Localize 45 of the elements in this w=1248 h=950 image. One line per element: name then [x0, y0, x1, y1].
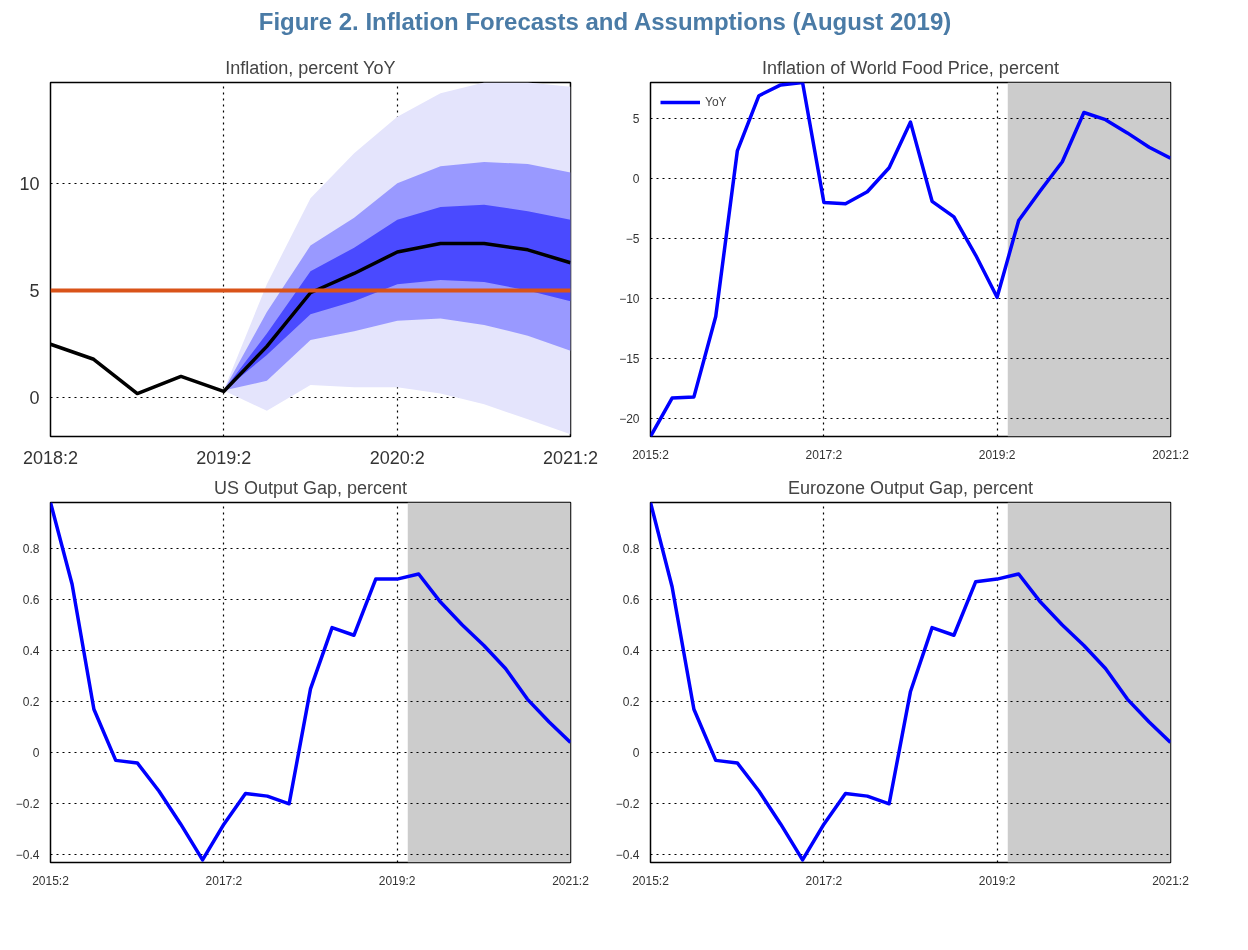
chart-title: Inflation, percent YoY [225, 57, 396, 78]
x-tick-label: 2021:2 [1152, 873, 1190, 888]
x-tick-label: 2021:2 [552, 873, 590, 888]
y-tick-label: −0.4 [15, 848, 40, 863]
y-tick-label: 5 [29, 281, 40, 302]
x-tick-label: 2021:2 [1152, 447, 1190, 462]
y-tick-label: 0 [29, 388, 40, 409]
y-tick-label: 0.4 [22, 644, 40, 659]
y-tick-label: −0.2 [15, 797, 40, 812]
x-tick-label: 2019:2 [196, 447, 252, 468]
x-tick-label: 2017:2 [805, 447, 843, 462]
y-tick-label: −10 [619, 292, 640, 306]
x-tick-label: 2017:2 [805, 873, 843, 888]
y-tick-label: 0.6 [622, 593, 640, 608]
y-tick-label: 0.4 [622, 644, 640, 659]
y-tick-label: 5 [632, 112, 640, 126]
y-tick-label: 0 [632, 746, 640, 761]
chart-title: Eurozone Output Gap, percent [787, 477, 1034, 498]
y-tick-label: 10 [19, 173, 40, 194]
y-tick-label: 0 [632, 172, 640, 186]
y-tick-label: 0.8 [622, 541, 640, 556]
x-tick-label: 2018:2 [22, 447, 79, 468]
legend-label: YoY [705, 95, 727, 109]
y-tick-label: 0.2 [622, 695, 640, 710]
x-tick-label: 2015:2 [32, 873, 70, 888]
y-tick-label: 0.2 [22, 695, 40, 710]
y-tick-label: 0.8 [22, 541, 40, 556]
y-tick-label: 0 [32, 746, 40, 761]
x-tick-label: 2015:2 [632, 447, 670, 462]
x-tick-label: 2019:2 [378, 873, 416, 888]
x-tick-label: 2020:2 [369, 447, 425, 468]
y-tick-label: −20 [619, 412, 640, 426]
x-tick-label: 2017:2 [205, 873, 243, 888]
x-tick-label: 2019:2 [978, 873, 1016, 888]
x-tick-label: 2021:2 [542, 447, 599, 468]
x-tick-label: 2015:2 [632, 873, 670, 888]
caption: Figure 2. Inflation Forecasts and Assumptions (August 2019) [258, 7, 952, 37]
y-tick-label: −15 [619, 352, 640, 366]
chart-title: US Output Gap, percent [213, 477, 408, 498]
y-tick-label: −0.4 [615, 848, 640, 863]
y-tick-label: 0.6 [22, 593, 40, 608]
y-tick-label: −5 [625, 232, 640, 246]
chart-title: Inflation of World Food Price, percent [762, 57, 1059, 78]
x-tick-label: 2019:2 [978, 447, 1016, 462]
y-tick-label: −0.2 [615, 797, 640, 812]
